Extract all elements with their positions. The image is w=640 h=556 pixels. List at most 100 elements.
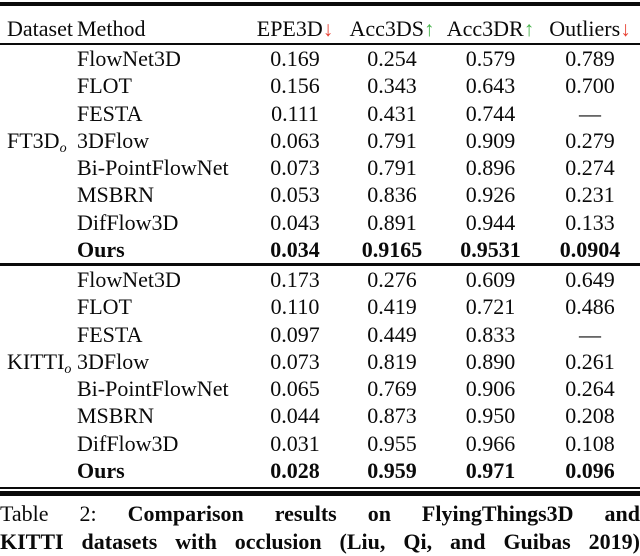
method-cell: MSBRN xyxy=(77,182,155,208)
value-cell: 0.9531 xyxy=(460,236,521,262)
value-cell: — xyxy=(579,321,601,347)
column-header-label: Dataset xyxy=(7,16,73,41)
dataset-name: KITTI xyxy=(7,348,65,374)
method-cell: FlowNet3D xyxy=(77,267,181,292)
value-cell: 0.791 xyxy=(367,127,417,153)
value-cell: 0.789 xyxy=(565,46,615,71)
caption-bold-text-1: Comparison results on FlyingThings3D and xyxy=(127,501,640,526)
value-cell: 0.486 xyxy=(565,294,615,320)
column-header-acc3ds: Acc3DS↑ xyxy=(343,16,441,42)
value-cell: 0.254 xyxy=(367,46,417,71)
value-cell: 0.836 xyxy=(367,182,417,208)
table-bottom-thick-rule xyxy=(0,491,640,496)
value-cell: 0.261 xyxy=(565,348,615,374)
value-cell: 0.909 xyxy=(465,127,516,153)
dataset-subscript: o xyxy=(59,140,67,156)
value-cell: 0.343 xyxy=(367,73,417,99)
down-arrow-icon: ↓ xyxy=(322,17,334,41)
method-cell: 3DFlow xyxy=(77,127,150,153)
method-cell: FESTA xyxy=(77,321,143,347)
value-cell: 0.028 xyxy=(270,457,320,483)
method-cell: Ours xyxy=(77,457,125,483)
value-cell: 0.0904 xyxy=(559,236,621,262)
value-cell: 0.063 xyxy=(270,127,320,153)
value-cell: 0.097 xyxy=(270,321,320,347)
method-cell: FESTA xyxy=(77,100,143,126)
value-cell: 0.873 xyxy=(367,403,417,429)
value-cell: 0.609 xyxy=(465,267,516,292)
down-arrow-icon: ↓ xyxy=(620,17,631,41)
value-cell: — xyxy=(579,100,601,126)
column-header-label: Acc3DS xyxy=(349,16,425,41)
method-cell: FLOT xyxy=(77,294,132,320)
method-cell: Bi-PointFlowNet xyxy=(77,155,229,180)
table-row: DifFlow3D 0.031 0.955 0.966 0.108 xyxy=(0,430,640,457)
value-cell: 0.031 xyxy=(270,430,320,456)
header-underline-rule xyxy=(0,43,640,45)
value-cell: 0.044 xyxy=(270,403,320,429)
value-cell: 0.169 xyxy=(270,46,320,71)
value-cell: 0.744 xyxy=(465,100,516,126)
value-cell: 0.819 xyxy=(367,348,417,374)
value-cell: 0.096 xyxy=(565,457,615,483)
value-cell: 0.944 xyxy=(465,209,516,235)
value-cell: 0.274 xyxy=(565,155,615,180)
column-header-outliers: Outliers↓ xyxy=(540,16,640,42)
caption-line-1: Table 2: Comparison results on FlyingThi… xyxy=(0,500,640,528)
value-cell: 0.579 xyxy=(465,46,516,71)
value-cell: 0.833 xyxy=(465,321,516,347)
table-row: FESTA 0.111 0.431 0.744 — xyxy=(0,100,640,127)
table-row: Ours 0.034 0.9165 0.9531 0.0904 xyxy=(0,236,640,263)
table-header-row: Dataset Method EPE3D↓ Acc3DS↑ Acc3DR↑ Outlier… xyxy=(0,6,640,43)
table-row: Bi-PointFlowNet 0.073 0.791 0.896 0.274 xyxy=(0,154,640,181)
value-cell: 0.073 xyxy=(270,348,320,374)
value-cell: 0.419 xyxy=(367,294,417,320)
value-cell: 0.966 xyxy=(465,430,516,456)
column-header-label: EPE3D xyxy=(256,16,323,41)
table-row: FLOT 0.110 0.419 0.721 0.486 xyxy=(0,293,640,320)
column-header-label: Outliers xyxy=(549,16,621,41)
value-cell: 0.890 xyxy=(465,348,516,374)
table-caption: Table 2: Comparison results on FlyingThi… xyxy=(0,500,640,556)
dataset-name: FT3D xyxy=(7,127,60,153)
value-cell: 0.721 xyxy=(465,294,516,320)
value-cell: 0.449 xyxy=(367,321,417,347)
value-cell: 0.043 xyxy=(270,209,320,235)
value-cell: 0.955 xyxy=(367,430,417,456)
method-cell: DifFlow3D xyxy=(77,209,179,235)
value-cell: 0.700 xyxy=(565,73,615,99)
value-cell: 0.073 xyxy=(270,155,320,180)
value-cell: 0.906 xyxy=(465,376,516,401)
up-arrow-icon: ↑ xyxy=(424,17,435,41)
value-cell: 0.959 xyxy=(367,457,417,483)
value-cell: 0.769 xyxy=(367,376,417,401)
value-cell: 0.231 xyxy=(565,182,615,208)
value-cell: 0.110 xyxy=(270,294,320,320)
value-cell: 0.643 xyxy=(465,73,516,99)
method-cell: FlowNet3D xyxy=(77,46,181,71)
value-cell: 0.276 xyxy=(367,267,417,292)
dataset-block-ft3d: FlowNet3D 0.169 0.254 0.579 0.789 FLOT 0.156 0.… xyxy=(0,45,640,263)
table-top-rule xyxy=(0,2,640,6)
value-cell: 0.971 xyxy=(465,457,516,483)
table-row: FlowNet3D 0.169 0.254 0.579 0.789 xyxy=(0,45,640,72)
method-cell: Ours xyxy=(77,236,125,262)
table-row: FlowNet3D 0.173 0.276 0.609 0.649 xyxy=(0,266,640,293)
value-cell: 0.108 xyxy=(565,430,615,456)
value-cell: 0.896 xyxy=(465,155,516,180)
value-cell: 0.111 xyxy=(271,100,319,126)
table-row: Ours 0.028 0.959 0.971 0.096 xyxy=(0,457,640,484)
value-cell: 0.065 xyxy=(270,376,320,401)
column-header-dataset: Dataset xyxy=(0,17,77,41)
dataset-subscript: o xyxy=(64,361,72,377)
column-header-label: Method xyxy=(77,16,146,41)
value-cell: 0.649 xyxy=(565,267,615,292)
column-header-method: Method xyxy=(77,17,247,41)
method-cell: FLOT xyxy=(77,73,132,99)
dataset-label: KITTIo xyxy=(7,348,72,377)
table-row: FLOT 0.156 0.343 0.643 0.700 xyxy=(0,72,640,99)
value-cell: 0.173 xyxy=(270,267,320,292)
table-row: MSBRN 0.044 0.873 0.950 0.208 xyxy=(0,402,640,429)
table-row: 3DFlow 0.073 0.819 0.890 0.261 xyxy=(0,348,640,375)
